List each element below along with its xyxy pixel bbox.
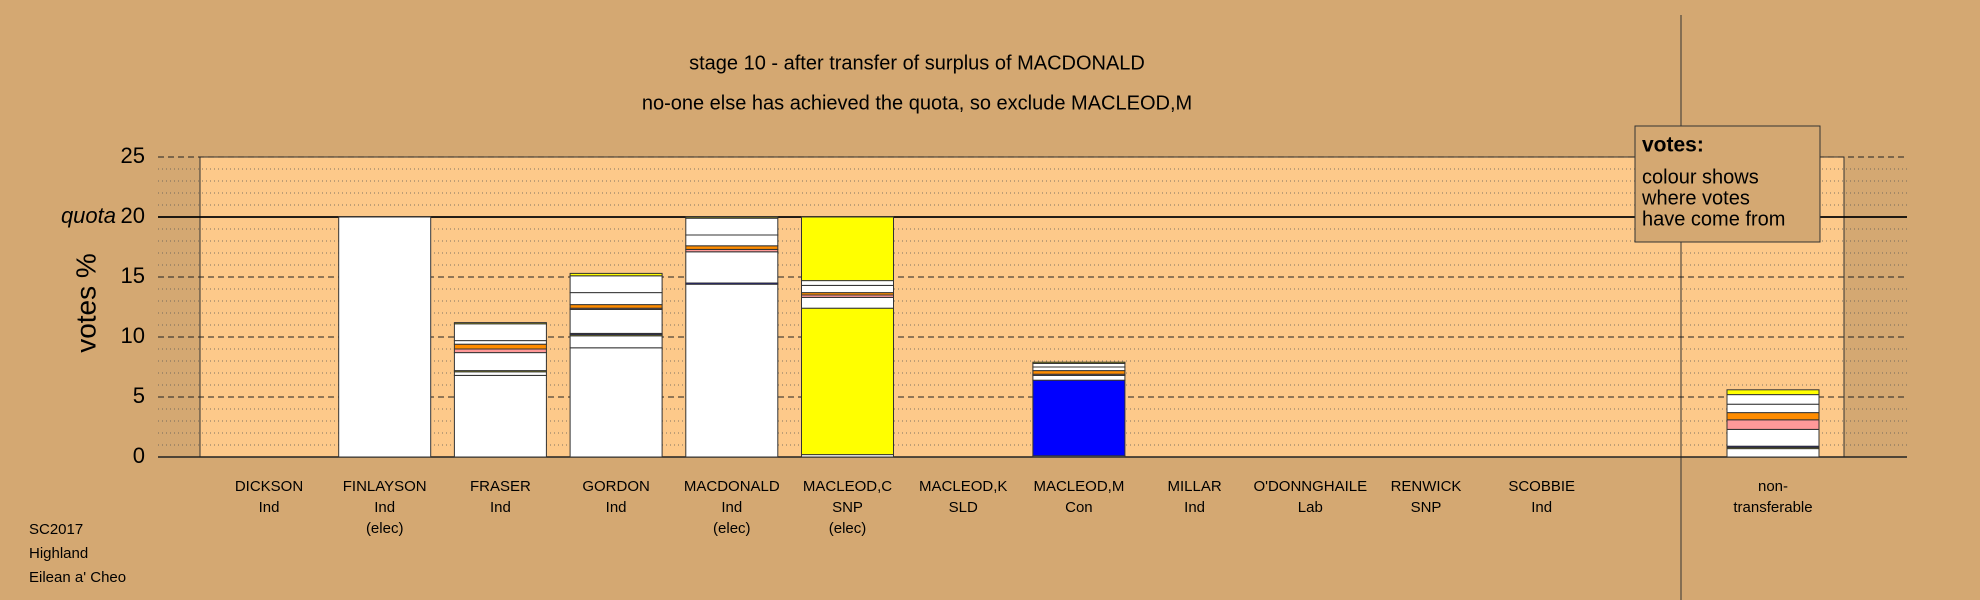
x-tick-label: transferable [1733, 499, 1812, 516]
chart-subtitle: no-one else has achieved the quota, so e… [642, 92, 1192, 114]
footer-line: SC2017 [29, 521, 83, 538]
bar-segment [569, 304, 663, 309]
bar-segment [453, 374, 547, 458]
x-tick-label: O'DONNGHAILE [1253, 478, 1367, 495]
quota-label: quota [61, 203, 116, 228]
x-tick-label: MILLAR [1168, 478, 1222, 495]
y-axis-label: votes % [70, 253, 101, 353]
bar-segment [801, 284, 894, 294]
bar-segment [1032, 361, 1126, 364]
bar-segment [338, 216, 432, 458]
note-line: have come from [1642, 208, 1785, 230]
y-tick-label: 0 [133, 443, 145, 468]
x-tick-label: MACLEOD,K [919, 478, 1007, 495]
x-tick-label: (elec) [713, 520, 751, 537]
bar-segment [453, 340, 547, 345]
x-tick-label: Ind [374, 499, 395, 516]
bar-segment [453, 323, 547, 342]
bar-segment [453, 352, 547, 372]
x-tick-label: RENWICK [1391, 478, 1462, 495]
bar-segment [685, 216, 779, 219]
grid: 0 5 10 15 20 25 quota [61, 143, 1907, 468]
bar-segment [1032, 366, 1126, 372]
plot-area [199, 156, 1845, 458]
x-tick-label: Ind [1531, 499, 1552, 516]
x-tick-label: Ind [259, 499, 280, 516]
y-tick-label: 5 [133, 383, 145, 408]
x-tick-label: SCOBBIE [1508, 478, 1575, 495]
x-tick-label: MACDONALD [684, 478, 780, 495]
x-tick-label: MACLEOD,M [1033, 478, 1124, 495]
bar-segment [801, 216, 894, 282]
bar-segment [1726, 428, 1820, 447]
note-line: colour shows [1642, 166, 1759, 188]
bar-segment [1726, 389, 1820, 396]
footer-line: Highland [29, 545, 88, 562]
bar-segment [453, 371, 547, 376]
bar-segment [453, 343, 547, 350]
bar-segment [801, 296, 894, 309]
bar-segment [801, 307, 894, 456]
bar-segment [1032, 379, 1126, 457]
x-tick-label: Ind [490, 499, 511, 516]
x-tick-label: Ind [721, 499, 742, 516]
bar-segment [685, 245, 779, 250]
x-tick-label: Ind [1184, 499, 1205, 516]
x-tick-label: SLD [949, 499, 978, 516]
bar-segment [453, 322, 547, 325]
x-tick-label: FINLAYSON [343, 478, 427, 495]
bar-segment [569, 335, 663, 349]
bar-segment [569, 347, 663, 458]
x-tick-label: SNP [832, 499, 863, 516]
bar-segment [569, 272, 663, 277]
bar-segment [685, 234, 779, 247]
chart-title: stage 10 - after transfer of surplus of … [689, 52, 1145, 74]
y-tick-label: 20 [121, 203, 145, 228]
y-tick-label: 25 [121, 143, 145, 168]
bar-segment [685, 217, 779, 236]
x-tick-label: SNP [1411, 499, 1442, 516]
x-tick-label: Con [1065, 499, 1093, 516]
bar-segment [685, 251, 779, 284]
x-tick-label: non- [1758, 478, 1788, 495]
bars: DICKSON Ind FINLAYSON Ind (elec) FRASER Ind GOR… [235, 216, 1820, 537]
bar-segment [569, 308, 663, 334]
bar-segment [569, 292, 663, 306]
y-tick-label: 10 [121, 323, 145, 348]
bar-segment [1726, 412, 1820, 421]
bar-segment [1032, 374, 1126, 381]
bar-segment [569, 275, 663, 294]
x-tick-label: FRASER [470, 478, 531, 495]
y-tick-label: 15 [121, 263, 145, 288]
x-tick-label: GORDON [582, 478, 650, 495]
x-tick-label: Ind [606, 499, 627, 516]
note-line: where votes [1641, 187, 1750, 209]
bar-segment [1726, 448, 1820, 458]
bar-segment [1726, 419, 1820, 430]
bar-segment [685, 283, 779, 458]
bar-segment [453, 348, 547, 354]
bar-segment [801, 280, 894, 286]
note-box [1634, 125, 1821, 243]
x-tick-label: DICKSON [235, 478, 303, 495]
x-tick-label: (elec) [366, 520, 404, 537]
bar-segment [1032, 362, 1126, 368]
note-title: votes: [1642, 134, 1704, 157]
bar-segment [1032, 370, 1126, 375]
footer-line: Eilean a' Cheo [29, 569, 126, 586]
bar-segment [1726, 403, 1820, 414]
x-tick-label: MACLEOD,C [803, 478, 892, 495]
x-tick-label: (elec) [829, 520, 867, 537]
x-tick-label: Lab [1298, 499, 1323, 516]
bar-segment [1726, 394, 1820, 405]
